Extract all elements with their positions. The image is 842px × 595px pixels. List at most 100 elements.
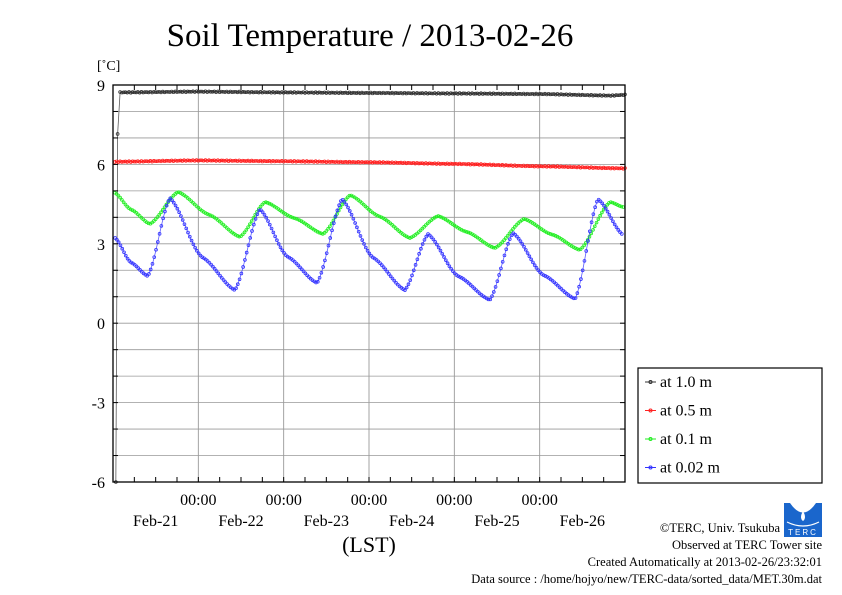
data-point xyxy=(605,166,610,170)
data-point xyxy=(116,240,121,245)
data-point xyxy=(150,90,154,95)
data-point xyxy=(257,208,261,213)
data-point xyxy=(294,91,298,95)
data-point xyxy=(507,92,512,96)
data-point xyxy=(115,237,119,242)
data-point xyxy=(258,204,263,209)
data-point xyxy=(422,161,426,166)
data-point xyxy=(171,90,176,95)
x-date-label: Feb-22 xyxy=(218,513,263,530)
data-point xyxy=(319,271,324,275)
data-point xyxy=(500,163,505,167)
data-point xyxy=(463,162,467,166)
data-point xyxy=(201,90,206,94)
data-point xyxy=(566,93,570,97)
data-point xyxy=(448,161,453,166)
data-point xyxy=(429,91,434,96)
data-point xyxy=(518,239,523,243)
data-point xyxy=(409,91,414,96)
data-point xyxy=(386,91,391,95)
data-point xyxy=(118,159,122,164)
data-point xyxy=(152,89,156,94)
data-point xyxy=(168,90,172,94)
data-point xyxy=(544,230,549,235)
data-point xyxy=(415,257,420,262)
data-point xyxy=(486,297,491,302)
data-point xyxy=(283,159,288,163)
data-point xyxy=(355,225,359,230)
data-point xyxy=(432,161,437,166)
data-point xyxy=(262,90,266,94)
data-point xyxy=(163,209,167,214)
data-point xyxy=(196,251,201,256)
data-point xyxy=(493,92,498,96)
data-point xyxy=(516,91,521,96)
data-point xyxy=(548,232,553,236)
data-point xyxy=(546,91,551,96)
data-point xyxy=(576,247,581,252)
data-point xyxy=(518,163,522,168)
data-point xyxy=(336,91,341,95)
data-point xyxy=(381,265,386,269)
data-point xyxy=(347,209,352,213)
data-point xyxy=(271,158,275,163)
data-point xyxy=(320,160,325,164)
terc-logo: TERC xyxy=(784,503,822,537)
data-point xyxy=(144,90,149,94)
data-point xyxy=(443,258,448,262)
data-point xyxy=(233,158,238,163)
data-point xyxy=(328,160,332,164)
legend-label: at 0.02 m xyxy=(660,460,721,477)
data-point xyxy=(527,164,531,169)
data-point xyxy=(358,91,362,96)
data-point xyxy=(216,158,220,162)
data-point xyxy=(454,91,458,96)
data-point xyxy=(276,159,281,163)
data-point xyxy=(203,211,208,215)
data-point xyxy=(436,245,441,250)
data-point xyxy=(329,159,334,164)
data-point xyxy=(326,90,330,95)
data-point xyxy=(317,159,322,164)
data-point xyxy=(319,159,323,164)
data-point xyxy=(436,161,441,166)
data-point xyxy=(394,280,398,285)
data-point xyxy=(456,162,460,167)
data-point xyxy=(260,159,265,164)
data-point xyxy=(285,90,290,95)
data-point xyxy=(585,165,590,170)
data-point xyxy=(152,219,156,223)
data-source: Data source : /home/hojyo/new/TERC-data/… xyxy=(471,572,822,586)
data-point xyxy=(529,257,533,262)
data-point xyxy=(288,215,293,219)
data-point xyxy=(377,160,382,164)
data-point xyxy=(559,164,563,169)
data-point xyxy=(185,158,190,163)
data-point xyxy=(499,266,503,271)
data-point xyxy=(413,91,418,96)
data-point xyxy=(536,164,540,169)
data-point xyxy=(605,202,610,207)
data-point xyxy=(317,230,322,235)
data-point xyxy=(555,164,560,168)
data-point xyxy=(321,265,325,269)
series-line xyxy=(114,197,623,300)
data-point xyxy=(224,158,229,163)
data-point xyxy=(559,92,563,96)
data-point xyxy=(143,159,147,164)
series-at-0-02-m xyxy=(113,196,624,302)
data-point xyxy=(118,195,122,200)
data-point xyxy=(514,164,519,168)
data-point xyxy=(438,248,443,253)
data-point xyxy=(370,160,375,165)
data-point xyxy=(351,160,355,164)
data-point xyxy=(244,228,249,232)
data-point xyxy=(264,215,269,220)
data-point xyxy=(243,258,247,262)
data-point xyxy=(368,90,373,95)
data-point xyxy=(415,161,419,165)
data-point xyxy=(136,266,141,270)
data-point xyxy=(162,90,167,95)
data-point xyxy=(185,89,190,94)
